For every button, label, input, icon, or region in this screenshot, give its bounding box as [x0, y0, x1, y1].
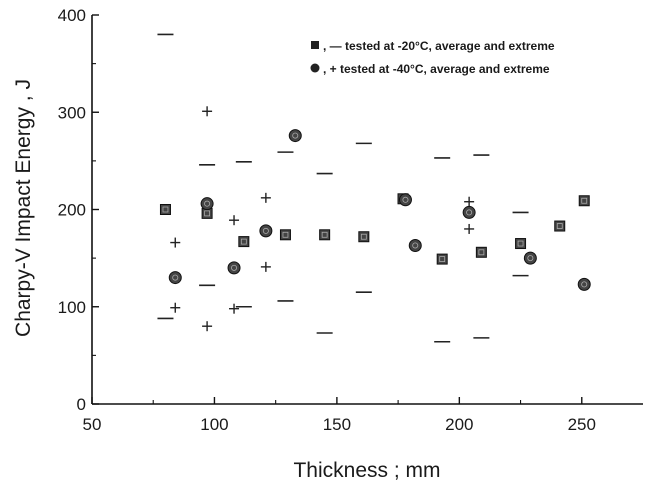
- x-tick-label: 150: [323, 415, 351, 434]
- average-circle-40c: [462, 205, 476, 219]
- average-square-20c: [554, 220, 566, 232]
- average-circle-40c-inner: [581, 281, 588, 288]
- x-tick-label: 100: [200, 415, 228, 434]
- y-tick-label: 0: [77, 395, 86, 414]
- x-axis-title: Thickness ; mm: [293, 459, 440, 482]
- average-circle-40c: [523, 251, 537, 265]
- average-circle-40c: [259, 224, 273, 238]
- x-tick-label: 200: [445, 415, 473, 434]
- average-circle-40c: [408, 238, 422, 252]
- average-square-20c-inner: [321, 231, 328, 238]
- average-circle-40c: [200, 197, 214, 211]
- average-square-20c: [475, 246, 487, 258]
- legend-circle-marker: [310, 63, 320, 73]
- axis-ticks: 50 100 150 200 250 0 100 200 300 400: [58, 6, 596, 434]
- average-circle-40c: [288, 129, 302, 143]
- average-square-20c-inner: [517, 240, 524, 247]
- average-circle-40c-inner: [292, 132, 299, 139]
- average-square-20c-inner: [360, 233, 367, 240]
- average-square-20c-inner: [478, 249, 485, 256]
- average-square-20c: [238, 236, 250, 248]
- average-square-20c: [358, 231, 370, 243]
- legend: , — tested at -20°C, average and extreme…: [310, 39, 555, 76]
- average-circle-40c-inner: [204, 200, 211, 207]
- y-tick-label: 100: [58, 298, 86, 317]
- average-square-20c: [515, 238, 527, 250]
- average-square-20c-inner: [240, 238, 247, 245]
- average-square-20c-inner: [204, 210, 210, 217]
- y-axis-title: Charpy-V Impact Energy , J: [12, 79, 35, 337]
- average-square-20c: [578, 195, 590, 207]
- average-circle-40c: [577, 277, 591, 291]
- y-tick-label: 200: [58, 201, 86, 220]
- average-circle-40c-inner: [262, 227, 269, 234]
- x-tick-label: 250: [568, 415, 596, 434]
- legend-entry-40c: , + tested at -40°C, average and extreme: [323, 62, 550, 76]
- average-circle-40c-inner: [172, 274, 179, 281]
- average-circle-40c-inner: [466, 209, 473, 216]
- x-tick-label: 50: [83, 415, 102, 434]
- average-square-20c-inner: [556, 223, 563, 229]
- average-circle-40c-inner: [402, 196, 409, 203]
- average-circle-40c-inner: [527, 255, 534, 262]
- y-tick-label: 300: [58, 103, 86, 122]
- average-square-20c-inner: [581, 197, 588, 204]
- y-tick-label: 400: [58, 6, 86, 25]
- average-square-20c-inner: [162, 206, 169, 213]
- average-circle-40c-inner: [231, 264, 238, 271]
- average-circle-40c: [168, 271, 182, 285]
- average-square-20c: [279, 229, 291, 241]
- average-circle-40c: [398, 193, 412, 207]
- average-square-20c-inner: [439, 256, 446, 262]
- legend-entry-20c: , — tested at -20°C, average and extreme: [323, 39, 555, 53]
- average-square-20c: [436, 253, 448, 265]
- average-circle-40c-inner: [412, 242, 419, 249]
- average-circle-40c: [227, 261, 241, 275]
- average-square-20c: [319, 229, 331, 241]
- average-square-20c-inner: [282, 231, 289, 238]
- data-marks: [157, 33, 591, 343]
- average-square-20c: [159, 204, 171, 215]
- legend-square-marker: [311, 41, 319, 49]
